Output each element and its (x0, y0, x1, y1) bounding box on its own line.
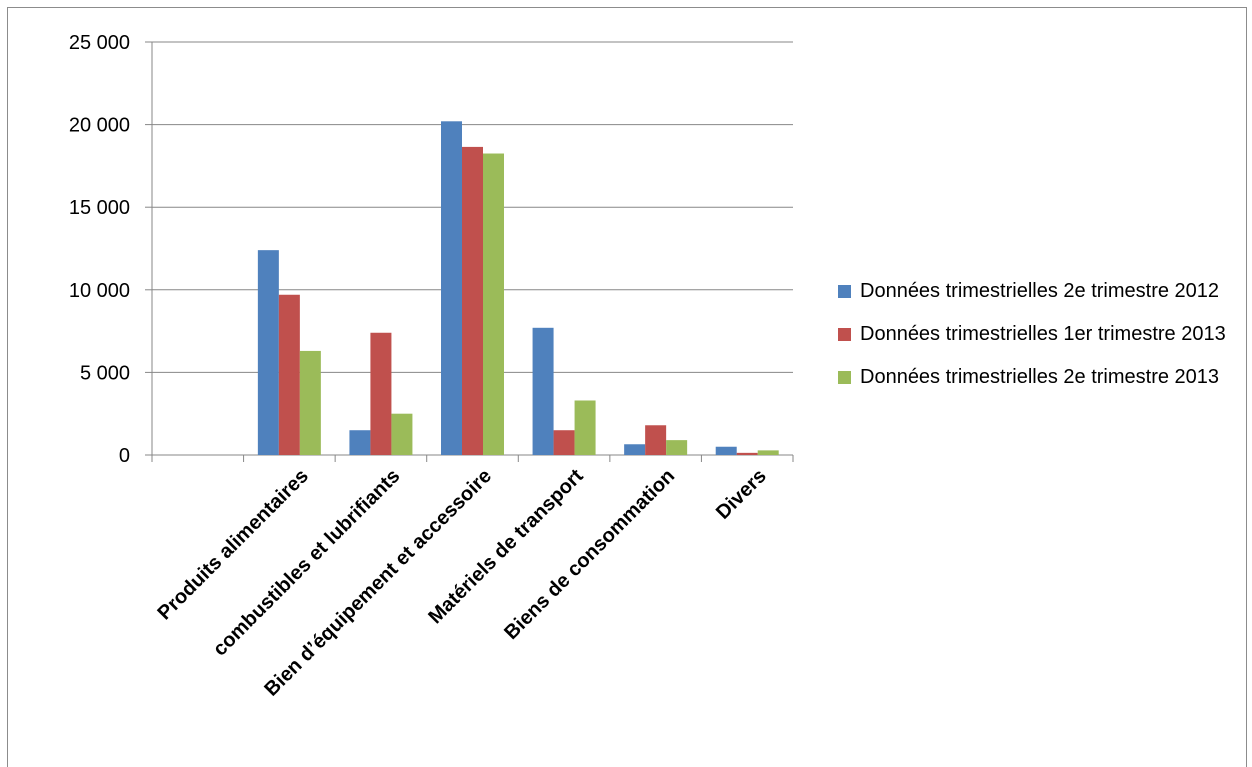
bar (278, 294, 300, 455)
legend-item: Données trimestrielles 2e trimestre 2012 (838, 276, 1248, 307)
bar (715, 446, 737, 455)
y-tick-label: 20 000 (69, 115, 130, 137)
y-tick-label: 10 000 (69, 280, 130, 302)
bar (257, 250, 279, 455)
bar (441, 121, 462, 456)
bar (532, 327, 554, 455)
bar (299, 350, 321, 455)
bar (483, 153, 504, 455)
x-tick-label: Produits alimentaires (154, 465, 313, 624)
bar (757, 450, 779, 455)
legend-swatch-series-2 (838, 328, 851, 341)
legend-swatch-series-3 (838, 371, 851, 384)
y-tick-label: 15 000 (69, 197, 130, 219)
x-tick-label: Divers (712, 465, 771, 524)
y-tick-label: 0 (119, 445, 130, 467)
bar (736, 452, 758, 455)
y-tick-label: 25 000 (69, 32, 130, 54)
legend-item: Données trimestrielles 2e trimestre 2013 (838, 362, 1248, 393)
legend-item: Données trimestrielles 1er trimestre 201… (838, 319, 1248, 350)
legend-label-series-1: Données trimestrielles 2e trimestre 2012 (860, 280, 1220, 302)
legend-label-series-2: Données trimestrielles 1er trimestre 201… (860, 323, 1226, 345)
bar (370, 332, 392, 455)
legend-label-series-3: Données trimestrielles 2e trimestre 2013 (860, 366, 1220, 388)
bar (666, 440, 688, 455)
x-tick-label: Biens de consommation (500, 465, 679, 644)
y-tick-label: 5 000 (80, 362, 130, 384)
legend: Données trimestrielles 2e trimestre 2012… (838, 276, 1248, 405)
chart-frame (7, 7, 1247, 767)
bar (574, 400, 596, 455)
bar (462, 146, 483, 456)
x-tick-label: combustibles et lubrifiants (209, 465, 405, 661)
bar (624, 444, 646, 455)
bar (349, 430, 371, 455)
bar (391, 413, 413, 455)
x-tick-label: Matériels de transport (424, 465, 588, 629)
legend-swatch-series-1 (838, 285, 851, 298)
bar (553, 430, 575, 455)
bar (645, 425, 667, 455)
